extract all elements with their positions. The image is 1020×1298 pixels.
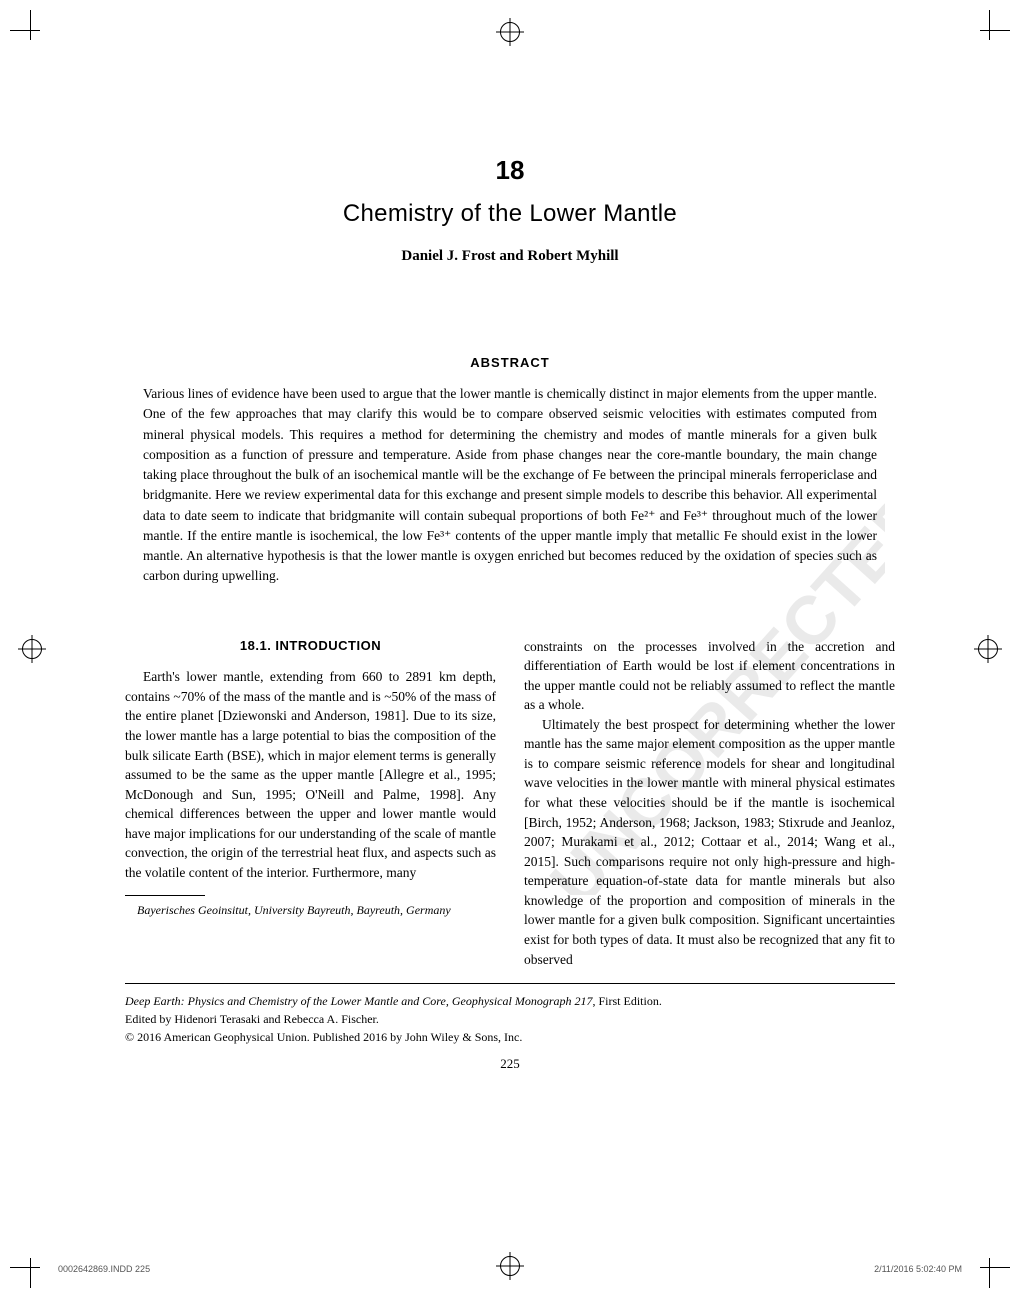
- footer-edition: , First Edition.: [593, 994, 662, 1008]
- crop-mark: [30, 10, 31, 40]
- section-heading: 18.1. INTRODUCTION: [125, 637, 496, 656]
- crop-mark: [980, 30, 1010, 31]
- body-paragraph: constraints on the processes involved in…: [524, 637, 895, 715]
- chapter-number: 18: [125, 155, 895, 186]
- abstract-heading: ABSTRACT: [125, 355, 895, 370]
- left-column: 18.1. INTRODUCTION Earth's lower mantle,…: [125, 637, 496, 970]
- abstract-text: Various lines of evidence have been used…: [143, 384, 877, 587]
- registration-mark: [500, 22, 520, 42]
- footer-book-title: Deep Earth: Physics and Chemistry of the…: [125, 994, 593, 1008]
- slug-right: 2/11/2016 5:02:40 PM: [874, 1264, 962, 1274]
- affiliation-rule: [125, 895, 205, 896]
- registration-mark: [978, 639, 998, 659]
- crop-mark: [10, 30, 40, 31]
- crop-mark: [989, 10, 990, 40]
- body-columns: 18.1. INTRODUCTION Earth's lower mantle,…: [125, 637, 895, 970]
- crop-mark: [980, 1267, 1010, 1268]
- footer-rule: [125, 983, 895, 984]
- body-paragraph: Ultimately the best prospect for determi…: [524, 715, 895, 969]
- page-number: 225: [125, 1056, 895, 1072]
- chapter-authors: Daniel J. Frost and Robert Myhill: [125, 248, 895, 265]
- crop-mark: [10, 1267, 40, 1268]
- page-content: UNCORRECTED PROOFS 18 Chemistry of the L…: [55, 55, 965, 1243]
- body-paragraph: Earth's lower mantle, extending from 660…: [125, 667, 496, 882]
- registration-mark: [500, 1256, 520, 1276]
- footer-copyright: © 2016 American Geophysical Union. Publi…: [125, 1030, 522, 1044]
- right-column: constraints on the processes involved in…: [524, 637, 895, 970]
- slug-left: 0002642869.INDD 225: [58, 1264, 150, 1274]
- chapter-title: Chemistry of the Lower Mantle: [125, 200, 895, 228]
- crop-mark: [30, 1258, 31, 1288]
- footer-editors: Edited by Hidenori Terasaki and Rebecca …: [125, 1012, 379, 1026]
- affiliation: Bayerisches Geoinsitut, University Bayre…: [125, 902, 496, 919]
- registration-mark: [22, 639, 42, 659]
- footer-citation: Deep Earth: Physics and Chemistry of the…: [125, 992, 895, 1046]
- crop-mark: [989, 1258, 990, 1288]
